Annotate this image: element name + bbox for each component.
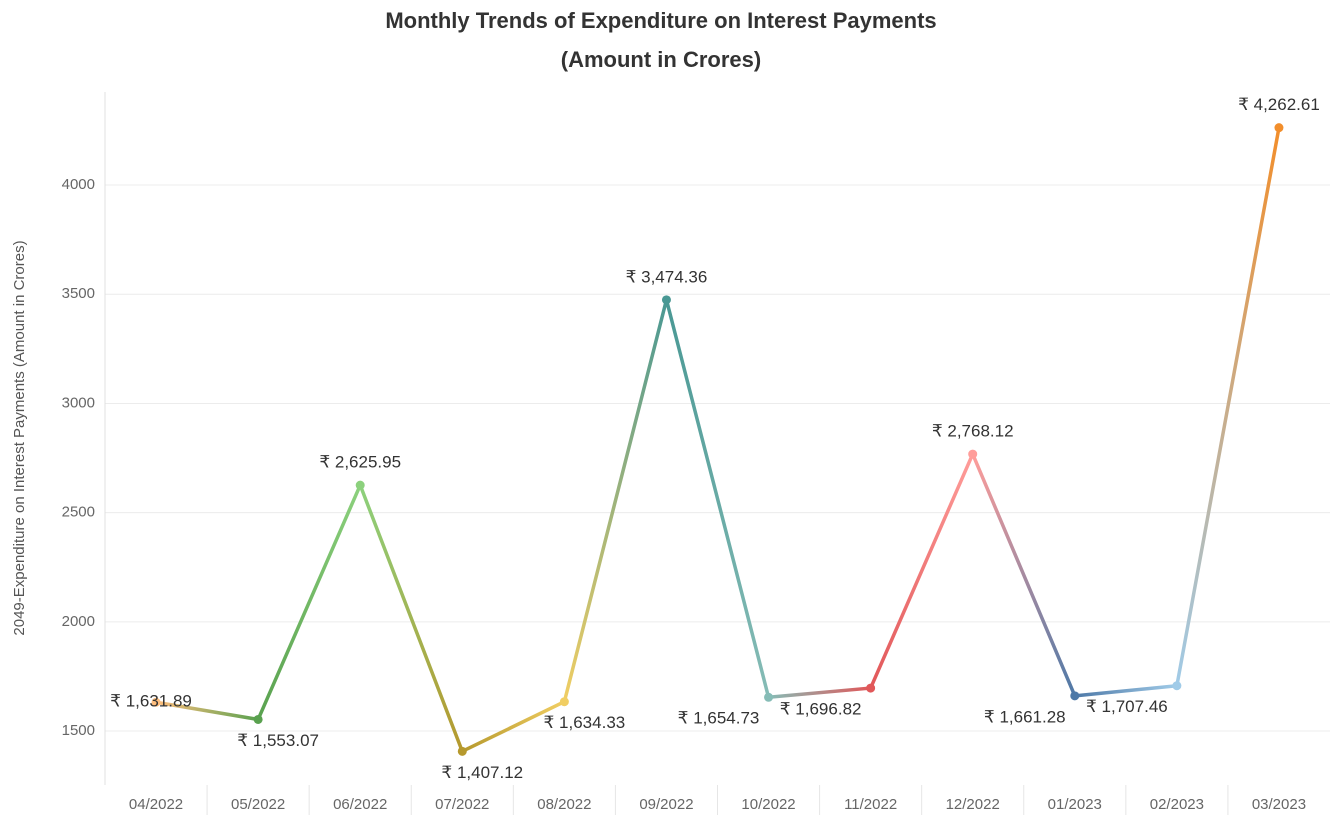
line-segment (358, 483, 465, 754)
data-label: ₹ 1,661.28 (984, 707, 1066, 726)
data-label: ₹ 1,654.73 (678, 709, 760, 728)
y-tick-label: 2000 (62, 613, 95, 630)
data-label: ₹ 3,474.36 (626, 267, 708, 286)
x-tick-label: 11/2022 (844, 796, 897, 813)
data-point (355, 480, 365, 490)
x-tick-label: 07/2022 (435, 796, 489, 813)
y-tick-label: 1500 (62, 722, 95, 739)
x-tick-label: 08/2022 (537, 796, 591, 813)
data-label: ₹ 1,696.82 (780, 700, 862, 719)
line-segment (664, 298, 771, 700)
x-tick-label: 05/2022 (231, 796, 285, 813)
data-point (151, 697, 161, 707)
data-point (866, 683, 876, 693)
chart-subtitle: (Amount in Crores) (561, 47, 761, 72)
x-tick-label: 04/2022 (129, 796, 183, 813)
x-tick-label: 03/2023 (1252, 796, 1306, 813)
data-label: ₹ 4,262.61 (1238, 95, 1320, 114)
data-label: ₹ 1,631.89 (110, 692, 192, 711)
line-segment (868, 452, 975, 690)
x-tick-label: 12/2022 (946, 796, 1000, 813)
data-point (661, 295, 671, 305)
data-label: ₹ 1,634.33 (544, 713, 626, 732)
data-point (1070, 691, 1080, 701)
x-tick-label: 10/2022 (741, 796, 795, 813)
line-segment (154, 700, 260, 722)
x-tick-label: 02/2023 (1150, 796, 1204, 813)
data-point (968, 449, 978, 459)
data-point (1274, 123, 1284, 133)
y-tick-label: 3500 (62, 285, 95, 302)
y-axis-title: 2049-Expenditure on Interest Payments (A… (11, 240, 28, 635)
line-segment (766, 686, 873, 700)
data-point (457, 746, 467, 756)
line-segment (562, 298, 669, 704)
data-point (253, 714, 263, 724)
y-tick-label: 3000 (62, 394, 95, 411)
x-tick-label: 01/2023 (1048, 796, 1102, 813)
line-segment (460, 699, 567, 754)
line-segment (1073, 683, 1179, 698)
data-point (1172, 681, 1182, 691)
data-label: ₹ 2,625.95 (319, 453, 401, 472)
data-label: ₹ 1,707.46 (1086, 697, 1168, 716)
y-tick-label: 4000 (62, 176, 95, 193)
chart-title: Monthly Trends of Expenditure on Interes… (385, 8, 936, 33)
data-label: ₹ 1,553.07 (237, 731, 319, 750)
data-point (764, 692, 774, 702)
x-tick-label: 09/2022 (639, 796, 693, 813)
data-label: ₹ 1,407.12 (441, 763, 523, 782)
line-segment (1175, 125, 1281, 688)
y-tick-label: 2500 (62, 504, 95, 521)
data-label: ₹ 2,768.12 (932, 422, 1014, 441)
line-segment (970, 452, 1077, 698)
x-tick-label: 06/2022 (333, 796, 387, 813)
line-segment (256, 483, 362, 722)
data-point (559, 697, 569, 707)
